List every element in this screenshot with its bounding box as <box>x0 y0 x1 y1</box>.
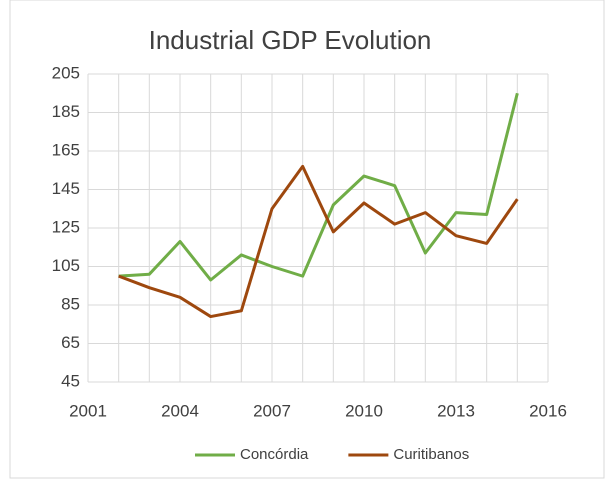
legend-label: Curitibanos <box>393 446 469 463</box>
y-tick-label: 145 <box>52 179 80 198</box>
x-tick-label: 2004 <box>161 401 199 420</box>
y-tick-label: 205 <box>52 63 80 82</box>
x-tick-label: 2016 <box>529 401 567 420</box>
series-line <box>118 164 519 319</box>
series-line <box>118 92 519 282</box>
chart-frame <box>9 0 605 479</box>
x-tick-label: 2013 <box>437 401 475 420</box>
y-tick-label: 165 <box>52 140 80 159</box>
y-tick-label: 125 <box>52 217 80 236</box>
x-tick-label: 2007 <box>253 401 291 420</box>
y-tick-label: 45 <box>61 371 80 390</box>
x-tick-label: 2001 <box>69 401 107 420</box>
legend-label: Concórdia <box>240 446 309 463</box>
y-tick-label: 65 <box>61 333 80 352</box>
x-tick-label: 2010 <box>345 401 383 420</box>
y-tick-label: 185 <box>52 102 80 121</box>
chart-title: Industrial GDP Evolution <box>149 25 432 55</box>
y-tick-label: 105 <box>52 256 80 275</box>
y-tick-label: 85 <box>61 294 80 313</box>
